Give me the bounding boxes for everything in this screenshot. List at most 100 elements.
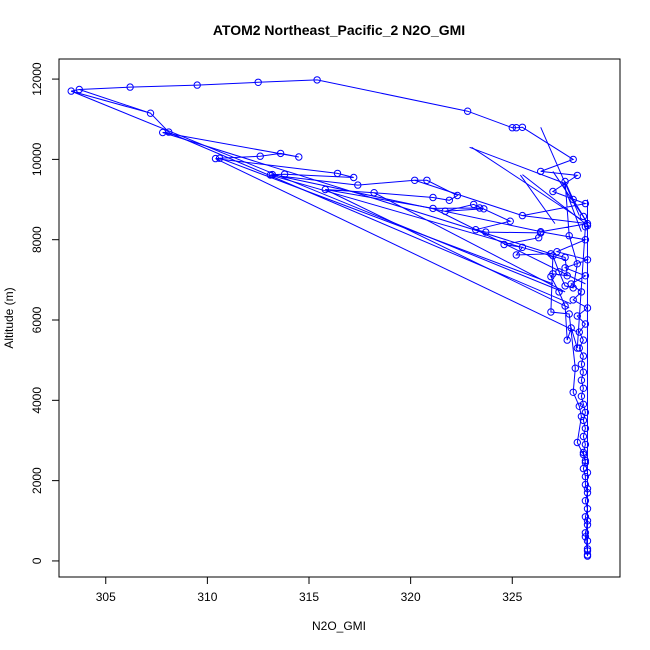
series-points: [67, 76, 592, 560]
y-tick-label: 0: [30, 557, 44, 564]
y-tick-label: 12000: [30, 62, 44, 96]
data-point: [266, 171, 275, 179]
data-point: [581, 513, 590, 521]
data-point: [561, 264, 569, 272]
data-point: [500, 240, 508, 249]
data-point: [581, 320, 590, 328]
data-point: [159, 128, 167, 137]
data-point: [583, 221, 592, 230]
data-point: [581, 533, 590, 541]
data-point: [581, 497, 590, 505]
plot-frame: [58, 58, 621, 578]
data-point: [555, 288, 563, 296]
data-point: [295, 153, 303, 161]
data-point: [280, 170, 289, 178]
data-point: [583, 489, 592, 497]
data-point: [370, 189, 378, 197]
data-point: [453, 191, 462, 200]
data-point: [573, 171, 581, 180]
y-tick-label: 8000: [30, 226, 44, 253]
series-line: [71, 79, 590, 557]
data-point: [569, 388, 577, 396]
data-point: [581, 424, 590, 433]
data-point: [577, 392, 586, 400]
data-point: [565, 310, 573, 318]
data-point: [577, 360, 586, 368]
series-segment: [432, 207, 586, 285]
data-point: [463, 107, 472, 115]
data-point: [581, 529, 590, 537]
data-point: [573, 438, 581, 447]
data-point: [573, 344, 581, 352]
series-segment: [270, 174, 566, 261]
series-segment: [79, 89, 151, 114]
data-point: [583, 468, 592, 477]
y-axis-label: Altitude (m): [2, 287, 16, 348]
data-point: [579, 212, 588, 221]
data-point: [577, 288, 586, 296]
series-segment: [168, 132, 572, 305]
data-point: [583, 505, 592, 513]
data-point: [579, 368, 588, 376]
data-point: [575, 328, 583, 336]
data-point: [583, 304, 592, 312]
x-axis: 305 310 315 320 325: [96, 576, 523, 604]
y-tick-label: 6000: [30, 306, 44, 333]
data-point: [547, 272, 555, 281]
series-segment: [562, 183, 582, 232]
data-point: [411, 176, 419, 185]
x-tick-label: 305: [96, 590, 116, 604]
data-point: [549, 187, 557, 196]
data-point: [429, 193, 437, 202]
data-point: [555, 268, 563, 276]
data-point: [583, 256, 592, 264]
data-point: [563, 272, 571, 280]
data-point: [276, 149, 285, 158]
data-point: [581, 199, 590, 208]
data-point: [126, 83, 134, 91]
data-point: [549, 252, 557, 260]
data-point: [579, 336, 588, 344]
data-point: [569, 155, 577, 164]
data-point: [512, 124, 520, 132]
data-point: [565, 232, 573, 240]
data-point: [146, 109, 155, 117]
series-segment: [71, 90, 564, 293]
data-point: [569, 284, 577, 292]
data-point: [313, 76, 321, 84]
y-tick-label: 10000: [30, 142, 44, 176]
series-segment: [219, 157, 554, 285]
data-point: [470, 200, 478, 209]
series-segment: [215, 158, 578, 333]
data-point: [354, 181, 362, 189]
data-point: [445, 196, 453, 205]
data-point: [579, 432, 588, 441]
series-segment: [162, 132, 552, 255]
series-segment: [414, 179, 523, 217]
data-point: [583, 545, 592, 553]
data-point: [583, 521, 592, 529]
data-point: [581, 272, 590, 280]
data-point: [429, 204, 437, 213]
data-point: [350, 173, 358, 182]
data-point: [583, 517, 592, 525]
data-point: [547, 250, 555, 258]
data-point: [561, 253, 569, 262]
data-point: [579, 384, 588, 392]
data-point: [476, 204, 484, 212]
data-point: [508, 124, 516, 132]
y-tick-label: 4000: [30, 387, 44, 414]
data-point: [537, 229, 545, 237]
data-point: [441, 207, 449, 215]
data-point: [423, 176, 431, 185]
data-point: [518, 211, 527, 220]
data-point: [321, 185, 329, 194]
data-point: [333, 169, 342, 178]
data-point: [579, 450, 588, 459]
data-point: [583, 485, 592, 493]
data-point: [480, 205, 488, 213]
data-point: [547, 308, 555, 316]
data-point: [563, 336, 571, 344]
data-point: [561, 177, 569, 186]
